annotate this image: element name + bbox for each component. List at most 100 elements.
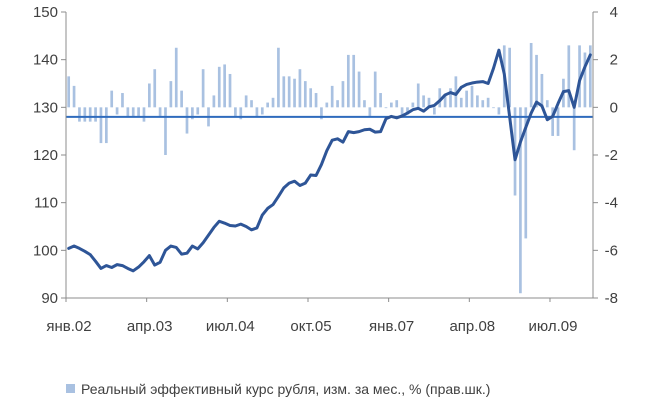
bar [352, 54, 356, 108]
bar [346, 54, 350, 108]
bar [572, 107, 576, 151]
right-tick-label: -2 [605, 147, 618, 164]
bar [88, 107, 92, 122]
bar [78, 107, 81, 122]
right-tick-label: 4 [610, 4, 618, 21]
bar [519, 107, 522, 294]
bar [250, 100, 253, 108]
right-tick-label: 0 [610, 99, 618, 116]
bar [287, 76, 291, 108]
bar [234, 107, 237, 117]
left-tick-label: 90 [41, 290, 58, 307]
bar [94, 107, 97, 122]
bar [104, 107, 108, 144]
bar [540, 73, 544, 108]
bar [255, 107, 259, 117]
bar [379, 93, 382, 108]
bar [400, 107, 404, 117]
axes: 90 100 110 120 130 140 150 -8 -6 -4 -2 0 2 4 янв.02 апр… [33, 4, 618, 335]
bar [373, 71, 377, 108]
x-tick-label: янв.02 [46, 318, 91, 335]
bar [282, 76, 286, 108]
bar [110, 90, 114, 108]
bar [271, 97, 275, 108]
bar [470, 85, 474, 108]
bar [384, 107, 388, 109]
bar [309, 88, 313, 108]
bar [363, 100, 366, 108]
bar [260, 107, 264, 115]
x-tick-label: янв.07 [369, 318, 414, 335]
series-line [67, 48, 592, 273]
x-tick-label: июл.04 [206, 318, 255, 335]
bar [228, 73, 232, 108]
bar [481, 100, 485, 108]
right-tick-label: 2 [610, 52, 618, 69]
bar [357, 71, 361, 108]
bar [476, 95, 479, 108]
x-tick-label: апр.08 [449, 318, 495, 335]
bar-series [67, 42, 592, 294]
bar [126, 107, 130, 117]
bar [508, 47, 511, 108]
x-tick-label: окт.05 [290, 318, 331, 335]
bar [578, 45, 581, 108]
bar [212, 95, 216, 108]
bar [427, 97, 431, 108]
bar [99, 107, 103, 144]
bar [153, 69, 157, 108]
bar [336, 100, 339, 108]
bar [185, 107, 189, 134]
bar [395, 100, 399, 108]
bar [72, 85, 76, 108]
bar [368, 107, 372, 117]
legend-swatch [66, 384, 75, 393]
bar [137, 107, 140, 117]
left-tick-label: 120 [33, 147, 58, 164]
bar [174, 47, 178, 108]
bar [303, 81, 307, 108]
line-series [67, 48, 592, 273]
bar [545, 100, 549, 108]
bar [217, 66, 221, 108]
bar [583, 52, 587, 108]
bar [535, 54, 538, 108]
bar [158, 107, 162, 117]
bar [277, 47, 280, 108]
right-tick-label: -8 [605, 290, 618, 307]
legend: Реальный эффективный курс рубля, изм. за… [66, 381, 490, 397]
bar [454, 76, 458, 108]
x-tick-label: апр.03 [127, 318, 173, 335]
bar [298, 69, 302, 108]
bar [320, 107, 323, 120]
bar [314, 93, 318, 108]
bar [492, 107, 495, 109]
bar [201, 69, 205, 108]
bar [433, 107, 436, 115]
bar [567, 45, 571, 108]
bar [325, 102, 329, 108]
bar [148, 83, 151, 108]
left-tick-label: 140 [33, 52, 58, 69]
bar [465, 90, 468, 108]
bar [293, 78, 296, 108]
x-tick-label: июл.09 [529, 318, 578, 335]
bar [223, 64, 226, 108]
bar [411, 102, 415, 108]
bar [83, 107, 87, 122]
bar [524, 107, 528, 239]
bar [131, 107, 135, 117]
right-tick-label: -4 [605, 195, 618, 212]
bar [191, 107, 194, 120]
bar [244, 95, 248, 108]
bar [459, 97, 463, 108]
bar [115, 107, 119, 115]
bar [422, 95, 425, 108]
bar [449, 88, 452, 108]
bar [556, 107, 560, 136]
bar [341, 81, 345, 108]
bar [551, 107, 555, 136]
bar [121, 93, 124, 108]
right-tick-label: -6 [605, 242, 618, 259]
